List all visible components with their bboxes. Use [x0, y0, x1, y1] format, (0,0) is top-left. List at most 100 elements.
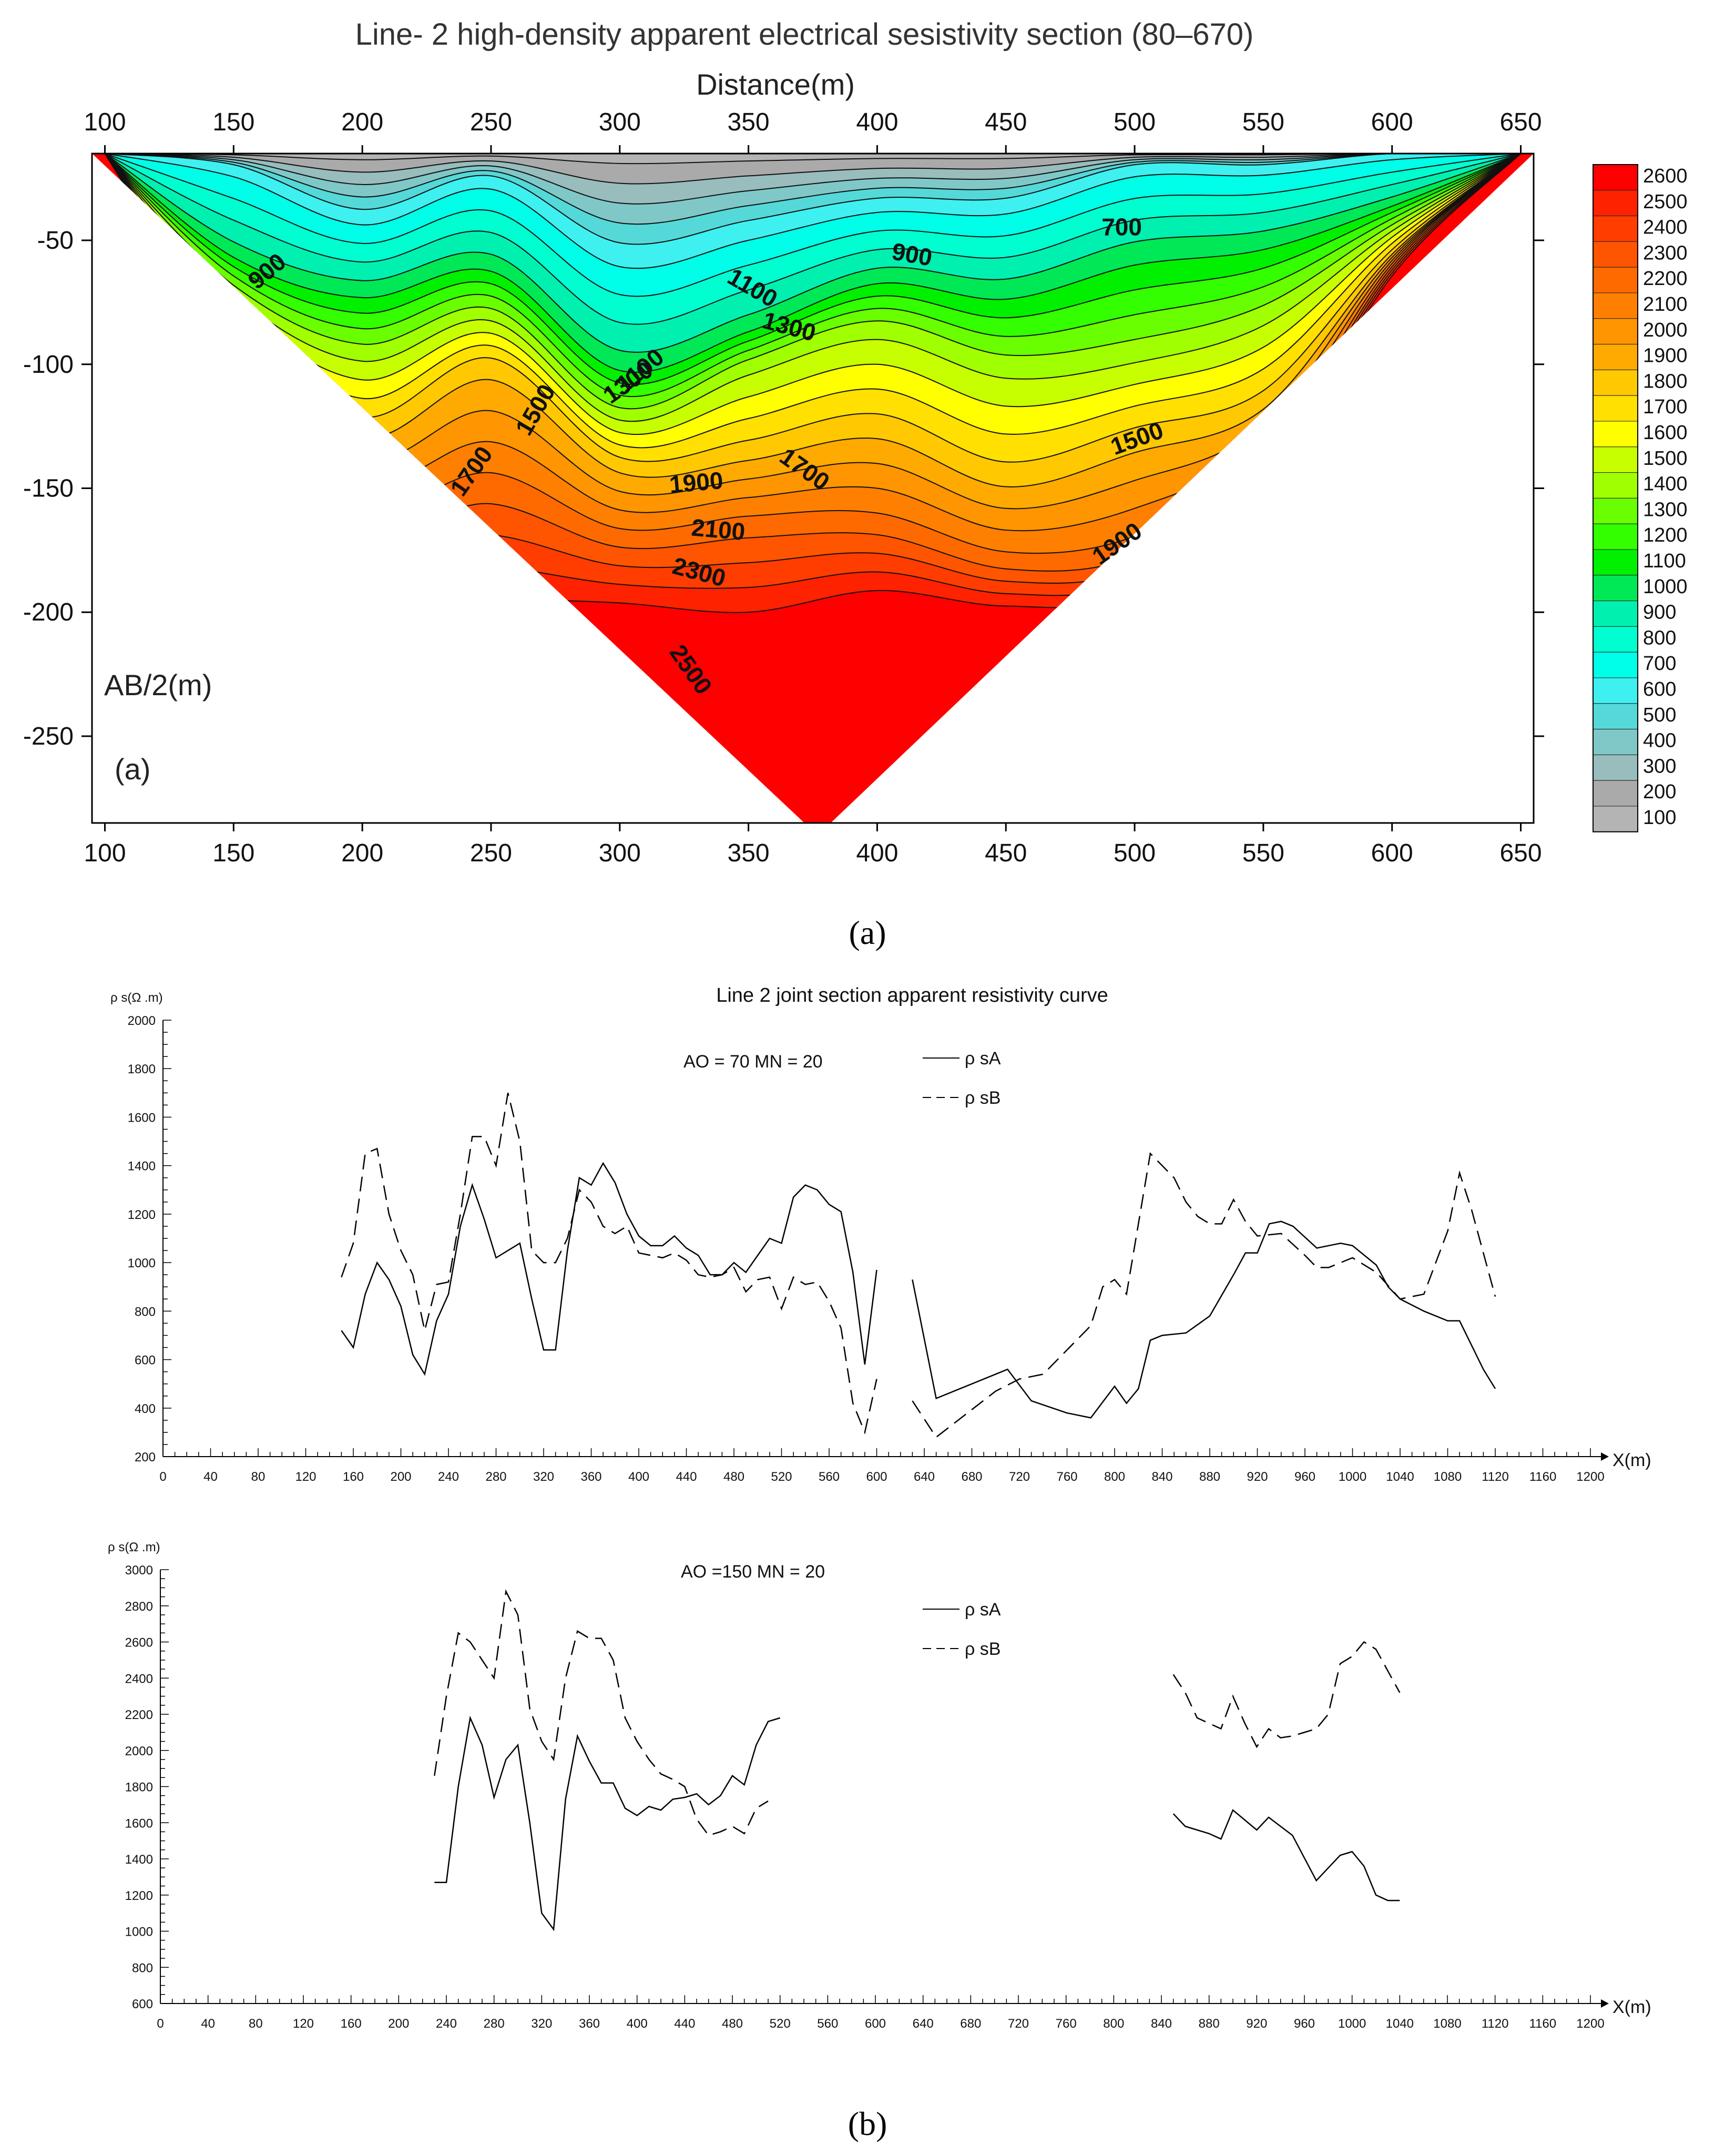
series-rho-sA-segment-0: [341, 1162, 877, 1376]
x-tick-label: 1160: [1529, 2017, 1557, 2031]
y-tick-label: 2000: [125, 1744, 153, 1758]
colorbar-label: 1600: [1643, 422, 1688, 444]
x-tick-label: 680: [960, 2017, 981, 2031]
x-tick-label: 680: [961, 1470, 982, 1484]
x-tick-label: 1200: [1576, 1470, 1604, 1484]
x-tick-label: 200: [390, 1470, 411, 1484]
x-tick-label: 840: [1151, 1470, 1172, 1484]
x-tick-label: 160: [341, 2017, 362, 2031]
x-tick-label: 760: [1056, 2017, 1077, 2031]
contour-band-400: [92, 154, 1534, 225]
x-tick-label-top: 150: [212, 108, 254, 136]
y-tick-label: 2800: [125, 1600, 153, 1614]
x-tick-label-top: 550: [1242, 108, 1284, 136]
x-tick-label-top: 450: [985, 108, 1027, 136]
colorbar-swatch: [1593, 421, 1638, 448]
colorbar-label: 2600: [1643, 165, 1688, 187]
x-axis-label: X(m): [1612, 1450, 1651, 1470]
colorbar-swatch: [1593, 626, 1638, 653]
x-tick-label-top: 350: [728, 108, 770, 136]
y-tick-label: 1600: [125, 1816, 153, 1830]
colorbar-swatch: [1593, 472, 1638, 499]
colorbar-label: 200: [1643, 781, 1676, 803]
x-tick-label: 440: [674, 2017, 695, 2031]
contour-label: 1900: [668, 466, 724, 499]
x-tick-label-top: 500: [1114, 108, 1156, 136]
colorbar-swatch: [1593, 754, 1638, 781]
y-tick-label: 1800: [125, 1781, 153, 1795]
legend-label-a: ρ sA: [965, 1049, 1001, 1069]
x-tick-label-top: 400: [856, 108, 898, 136]
legend-label-b: ρ sB: [965, 1088, 1001, 1108]
colorbar-label: 2500: [1643, 191, 1688, 213]
contour-y-ticks: -50 -100 -150 -200 -250: [23, 227, 1544, 750]
colorbar-swatch: [1593, 446, 1638, 473]
colorbar-swatch: [1593, 497, 1638, 524]
colorbar-swatch: [1593, 652, 1638, 678]
colorbar-swatch: [1593, 292, 1638, 319]
contour-line-400: [105, 154, 1521, 225]
x-tick-label: 120: [295, 1470, 316, 1484]
x-tick-label: 80: [251, 1470, 266, 1484]
colorbar-label: 1400: [1643, 473, 1688, 495]
y-tick-label: 800: [135, 1305, 156, 1319]
colorbar-swatch: [1593, 523, 1638, 550]
colorbar-label: 1100: [1643, 550, 1686, 572]
x-tick-label: 1120: [1482, 1470, 1509, 1484]
colorbar-label: 600: [1643, 678, 1676, 700]
x-tick-label: 120: [293, 2017, 314, 2031]
contour-line-200: [105, 154, 1521, 185]
colorbar-label: 1900: [1643, 345, 1688, 367]
x-tick-label: 960: [1294, 2017, 1315, 2031]
y-tick-label: -150: [23, 475, 74, 503]
colorbar-swatch: [1593, 267, 1638, 293]
contour-label: 2100: [690, 513, 746, 545]
x-tick-label: 720: [1009, 1470, 1030, 1484]
contour-panel-label: (a): [115, 752, 150, 786]
contour-line-1500: [104, 154, 1522, 435]
y-tick-label: 1800: [128, 1062, 156, 1076]
y-tick-label: 600: [132, 1997, 153, 2011]
contour-x-ticks-bottom: 100 150 200 250 300 350 400 450 500 550 600 650: [84, 823, 1542, 867]
contour-band-200: [92, 154, 1534, 184]
x-tick-label: 40: [201, 2017, 215, 2031]
curve-title: Line 2 joint section apparent resistivit…: [716, 984, 1108, 1006]
colorbar: 2600 2500 2400 2300 2200 2100 2000 1900 1800 1700…: [1593, 164, 1688, 832]
colorbar-label: 500: [1643, 704, 1676, 726]
y-tick-label: 3000: [125, 1563, 153, 1578]
colorbar-label: 2400: [1643, 217, 1688, 239]
x-tick-label: 520: [771, 1470, 792, 1484]
colorbar-label: 1300: [1643, 499, 1688, 521]
x-tick-label-bottom: 250: [470, 839, 512, 867]
x-tick-label-top: 600: [1371, 108, 1413, 136]
x-tick-label: 80: [249, 2017, 263, 2031]
y-tick-label: 1200: [128, 1208, 156, 1222]
colorbar-label: 100: [1643, 807, 1676, 829]
colorbar-label: 1200: [1643, 524, 1688, 546]
x-tick-label: 400: [628, 1470, 649, 1484]
x-tick-label: 0: [159, 1470, 166, 1484]
x-tick-label: 600: [866, 1470, 887, 1484]
curve-plot-bottom: 0 40 80 120 160 200 240 280 320 360 400 440 480 520 56…: [108, 1540, 1651, 2031]
x-tick-label: 1080: [1434, 1470, 1462, 1484]
x-tick-label: 280: [485, 1470, 506, 1484]
contour-line-1100: [104, 154, 1521, 385]
x-tick-label: 240: [438, 1470, 459, 1484]
y-tick-label: 1400: [125, 1853, 153, 1867]
x-tick-label-bottom: 200: [341, 839, 383, 867]
contour-line-1200: [104, 154, 1521, 398]
colorbar-label: 800: [1643, 627, 1676, 649]
colorbar-swatch: [1593, 601, 1638, 627]
x-tick-label: 320: [531, 2017, 552, 2031]
x-tick-label: 280: [484, 2017, 505, 2031]
y-tick-label: 1400: [128, 1160, 156, 1174]
contour-band-100: [92, 154, 1534, 164]
params-note: AO = 70 MN = 20: [683, 1052, 823, 1072]
x-tick-label: 40: [203, 1470, 218, 1484]
x-tick-label: 1200: [1576, 2017, 1604, 2031]
contour-xlabel: Distance(m): [696, 68, 855, 101]
colorbar-swatch: [1593, 318, 1638, 345]
x-tick-label: 920: [1247, 1470, 1268, 1484]
series-rho-sA-segment-0: [434, 1715, 781, 1931]
colorbar-frame: [1593, 164, 1638, 832]
